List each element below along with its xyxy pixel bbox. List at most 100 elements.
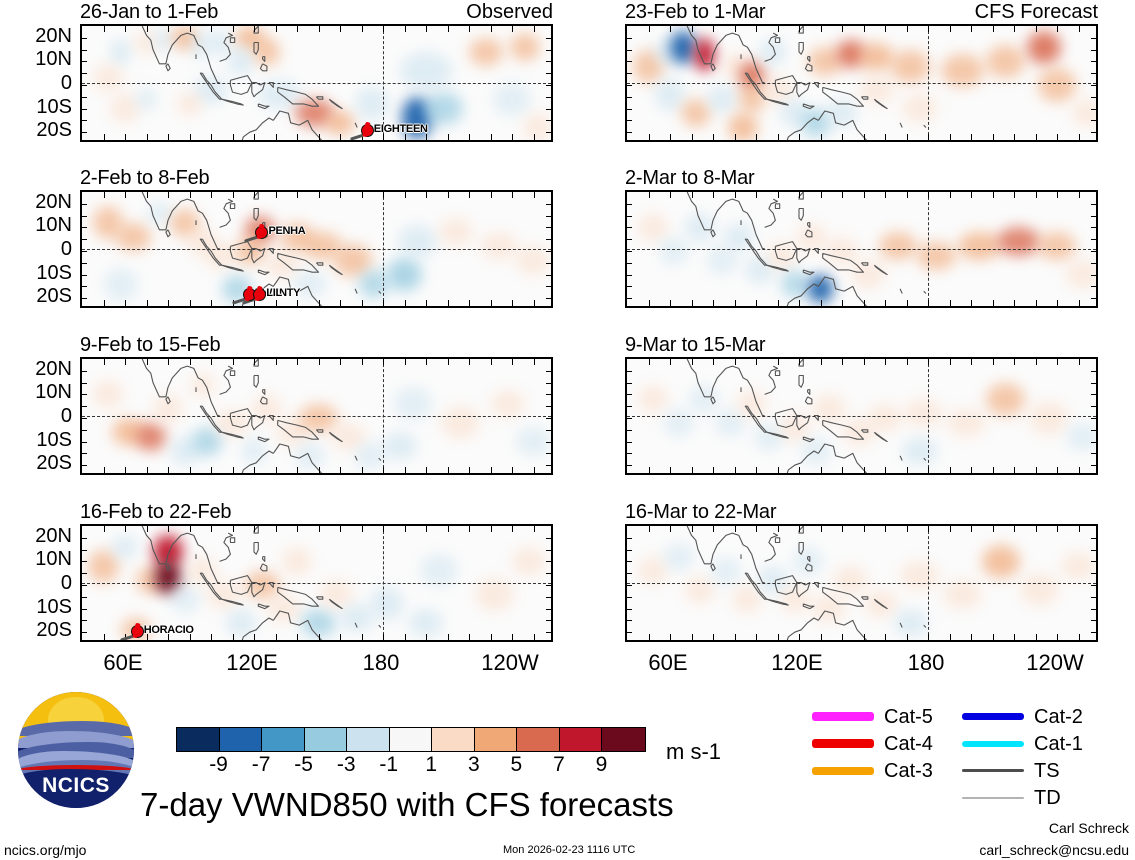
coastline-overlay [627, 26, 1096, 140]
anomaly-blob [940, 54, 984, 88]
colorbar-swatch [389, 728, 433, 751]
anomaly-blob [693, 37, 716, 71]
x-tick [211, 359, 212, 365]
storm-marker[interactable]: PENHA [254, 224, 306, 239]
y-tick [627, 132, 632, 134]
anomaly-blob [135, 422, 166, 452]
anomaly-blob [685, 213, 716, 242]
x-tick [863, 467, 865, 473]
x-tick [1014, 359, 1015, 365]
y-tick [546, 453, 551, 455]
x-tick [103, 526, 105, 532]
anomaly-blob [490, 389, 525, 418]
x-tick [734, 134, 736, 140]
storm-legend-label: Cat-4 [884, 732, 933, 755]
y-tick [546, 251, 551, 252]
equator-line [82, 416, 551, 417]
x-tick [361, 192, 363, 198]
x-tick [211, 26, 212, 32]
x-tick [189, 526, 191, 532]
x-tick [232, 134, 234, 140]
map-area: EIGHTEEN [80, 24, 553, 142]
y-tick [82, 239, 87, 241]
equator-line [82, 83, 551, 84]
x-tick [820, 634, 822, 640]
equator-line [627, 416, 1096, 417]
x-axis-label: 180 [907, 650, 945, 675]
x-tick [648, 300, 650, 306]
x-tick [469, 134, 470, 140]
dateline-marker [928, 26, 929, 140]
map-area [625, 24, 1098, 142]
x-tick [103, 192, 105, 198]
anomaly-blob [878, 232, 918, 261]
y-axis-label: 20N [35, 190, 72, 213]
x-tick [885, 134, 886, 140]
panel-5: 23-Feb to 1-Mar CFS Forecast [625, 2, 1098, 148]
anomaly-blob [680, 99, 711, 128]
anomaly-blob [904, 399, 944, 428]
x-tick [490, 359, 492, 365]
y-tick [82, 251, 87, 252]
x-tick [168, 359, 169, 365]
x-tick [254, 192, 255, 198]
x-tick [146, 134, 148, 140]
anomaly-blob [723, 222, 754, 251]
x-tick [928, 634, 929, 640]
x-tick [533, 359, 535, 365]
x-tick [756, 467, 757, 473]
storm-marker[interactable]: LIL [252, 286, 282, 302]
x-tick [648, 192, 650, 198]
x-tick [361, 359, 363, 365]
anomaly-blob [801, 108, 832, 137]
y-tick [1091, 441, 1096, 443]
x-tick [490, 634, 492, 640]
x-tick [340, 467, 341, 473]
anomaly-blob [522, 113, 551, 140]
x-tick [928, 134, 929, 140]
x-tick [426, 634, 427, 640]
y-tick [627, 453, 632, 455]
x-tick [928, 300, 929, 306]
y-tick [546, 73, 551, 75]
y-axis-label: 10S [36, 261, 72, 284]
y-axis-label: 20N [35, 524, 72, 547]
x-tick [426, 300, 427, 306]
footer-email[interactable]: carl_schreck@ncsu.edu [979, 842, 1129, 858]
x-tick [648, 134, 650, 140]
y-tick [546, 573, 551, 575]
y-tick [82, 85, 87, 86]
anomaly-blob [1026, 30, 1062, 64]
x-tick [232, 526, 234, 532]
x-tick [533, 26, 535, 32]
anomaly-blob [893, 608, 928, 637]
storm-legend-swatch [812, 766, 874, 775]
x-tick [297, 192, 298, 198]
x-tick [426, 467, 427, 473]
footer-site[interactable]: ncics.org/mjo [4, 842, 87, 858]
storm-marker[interactable]: EIGHTEEN [360, 122, 428, 137]
x-tick [928, 467, 929, 473]
x-tick [469, 526, 470, 532]
coastline-overlay [82, 26, 551, 140]
y-tick [627, 549, 632, 551]
y-tick [1091, 561, 1096, 563]
y-tick [546, 382, 551, 384]
x-tick [863, 526, 865, 532]
x-tick [992, 526, 994, 532]
storm-marker[interactable]: HORACIO [130, 623, 194, 638]
x-tick [713, 467, 714, 473]
x-tick [1078, 192, 1080, 198]
x-tick [820, 526, 822, 532]
y-tick [1091, 251, 1096, 252]
anomaly-blob [986, 382, 1025, 416]
y-axis-label: 0 [60, 72, 72, 94]
y-tick [82, 465, 87, 467]
x-tick [340, 634, 341, 640]
x-tick [949, 192, 951, 198]
x-tick [906, 134, 908, 140]
x-tick [1057, 467, 1058, 473]
y-tick [82, 61, 87, 63]
y-tick [82, 441, 87, 443]
x-tick [533, 526, 535, 532]
